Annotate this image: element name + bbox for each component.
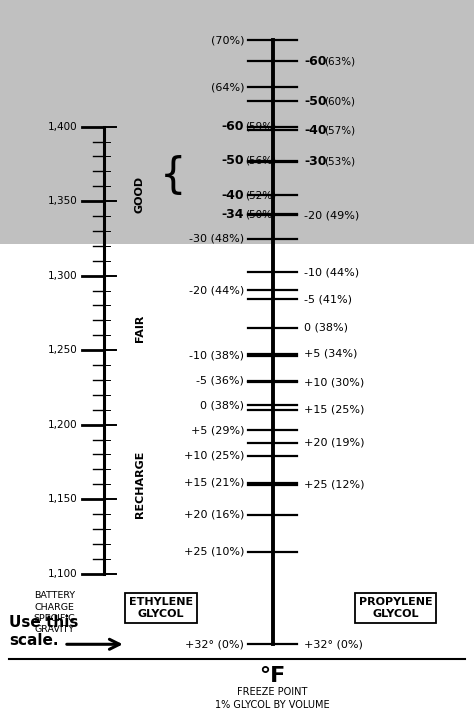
Text: -60: -60 — [222, 120, 244, 133]
Text: (59%): (59%) — [246, 122, 277, 132]
Text: (64%): (64%) — [210, 82, 244, 92]
Text: °F: °F — [259, 665, 286, 686]
Text: +20 (19%): +20 (19%) — [304, 438, 365, 448]
Text: 1,300: 1,300 — [48, 271, 78, 281]
Text: +5 (29%): +5 (29%) — [191, 425, 244, 435]
Text: 1,250: 1,250 — [48, 345, 78, 355]
Text: BATTERY
CHARGE
SPECIFIC
GRAVITY: BATTERY CHARGE SPECIFIC GRAVITY — [34, 591, 75, 635]
Text: -34: -34 — [222, 207, 244, 221]
Bar — [0, 0, 474, 244]
Text: +15 (21%): +15 (21%) — [184, 478, 244, 488]
Text: (53%): (53%) — [324, 157, 355, 167]
Text: 1,350: 1,350 — [48, 196, 78, 206]
Text: +5 (34%): +5 (34%) — [304, 349, 358, 359]
Text: (57%): (57%) — [324, 125, 355, 135]
Text: 1,100: 1,100 — [48, 569, 78, 579]
Text: (52%): (52%) — [246, 190, 277, 200]
Text: (63%): (63%) — [324, 56, 355, 66]
Text: -40: -40 — [221, 189, 244, 202]
Text: 1,150: 1,150 — [48, 494, 78, 505]
Text: -10 (38%): -10 (38%) — [189, 351, 244, 361]
Text: +25 (10%): +25 (10%) — [184, 547, 244, 557]
Text: FREEZE POINT
1% GLYCOL BY VOLUME: FREEZE POINT 1% GLYCOL BY VOLUME — [215, 687, 330, 711]
Text: -5 (41%): -5 (41%) — [304, 294, 352, 304]
Text: +10 (30%): +10 (30%) — [304, 377, 365, 387]
Text: -20 (49%): -20 (49%) — [304, 210, 360, 221]
Text: (60%): (60%) — [324, 96, 355, 106]
Text: -30 (48%): -30 (48%) — [189, 234, 244, 244]
Text: -30: -30 — [304, 155, 327, 168]
Text: 0 (38%): 0 (38%) — [304, 323, 348, 333]
Text: -60: -60 — [304, 55, 327, 68]
Text: (70%): (70%) — [210, 35, 244, 45]
Text: 1,400: 1,400 — [48, 122, 78, 132]
Text: ETHYLENE
GLYCOL: ETHYLENE GLYCOL — [129, 597, 193, 619]
Text: +25 (12%): +25 (12%) — [304, 480, 365, 490]
Text: -40: -40 — [304, 124, 327, 137]
Text: PROPYLENE
GLYCOL: PROPYLENE GLYCOL — [359, 597, 433, 619]
Text: 1,200: 1,200 — [48, 419, 78, 430]
Text: -5 (36%): -5 (36%) — [196, 376, 244, 386]
Text: -20 (44%): -20 (44%) — [189, 285, 244, 296]
Text: -10 (44%): -10 (44%) — [304, 267, 359, 277]
Text: -50: -50 — [221, 154, 244, 167]
Text: +32° (0%): +32° (0%) — [304, 639, 363, 649]
Text: FAIR: FAIR — [135, 315, 145, 342]
Text: +10 (25%): +10 (25%) — [184, 451, 244, 461]
Text: (56%): (56%) — [246, 156, 277, 166]
Text: -50: -50 — [304, 95, 327, 108]
Text: 0 (38%): 0 (38%) — [200, 400, 244, 411]
Text: +32° (0%): +32° (0%) — [185, 639, 244, 649]
Text: (50%): (50%) — [246, 209, 276, 219]
Text: GOOD: GOOD — [135, 176, 145, 213]
Text: +15 (25%): +15 (25%) — [304, 405, 365, 415]
Text: +20 (16%): +20 (16%) — [184, 510, 244, 520]
Text: {: { — [160, 155, 186, 197]
Text: Use this
scale.: Use this scale. — [9, 615, 79, 648]
Text: RECHARGE: RECHARGE — [135, 451, 145, 518]
